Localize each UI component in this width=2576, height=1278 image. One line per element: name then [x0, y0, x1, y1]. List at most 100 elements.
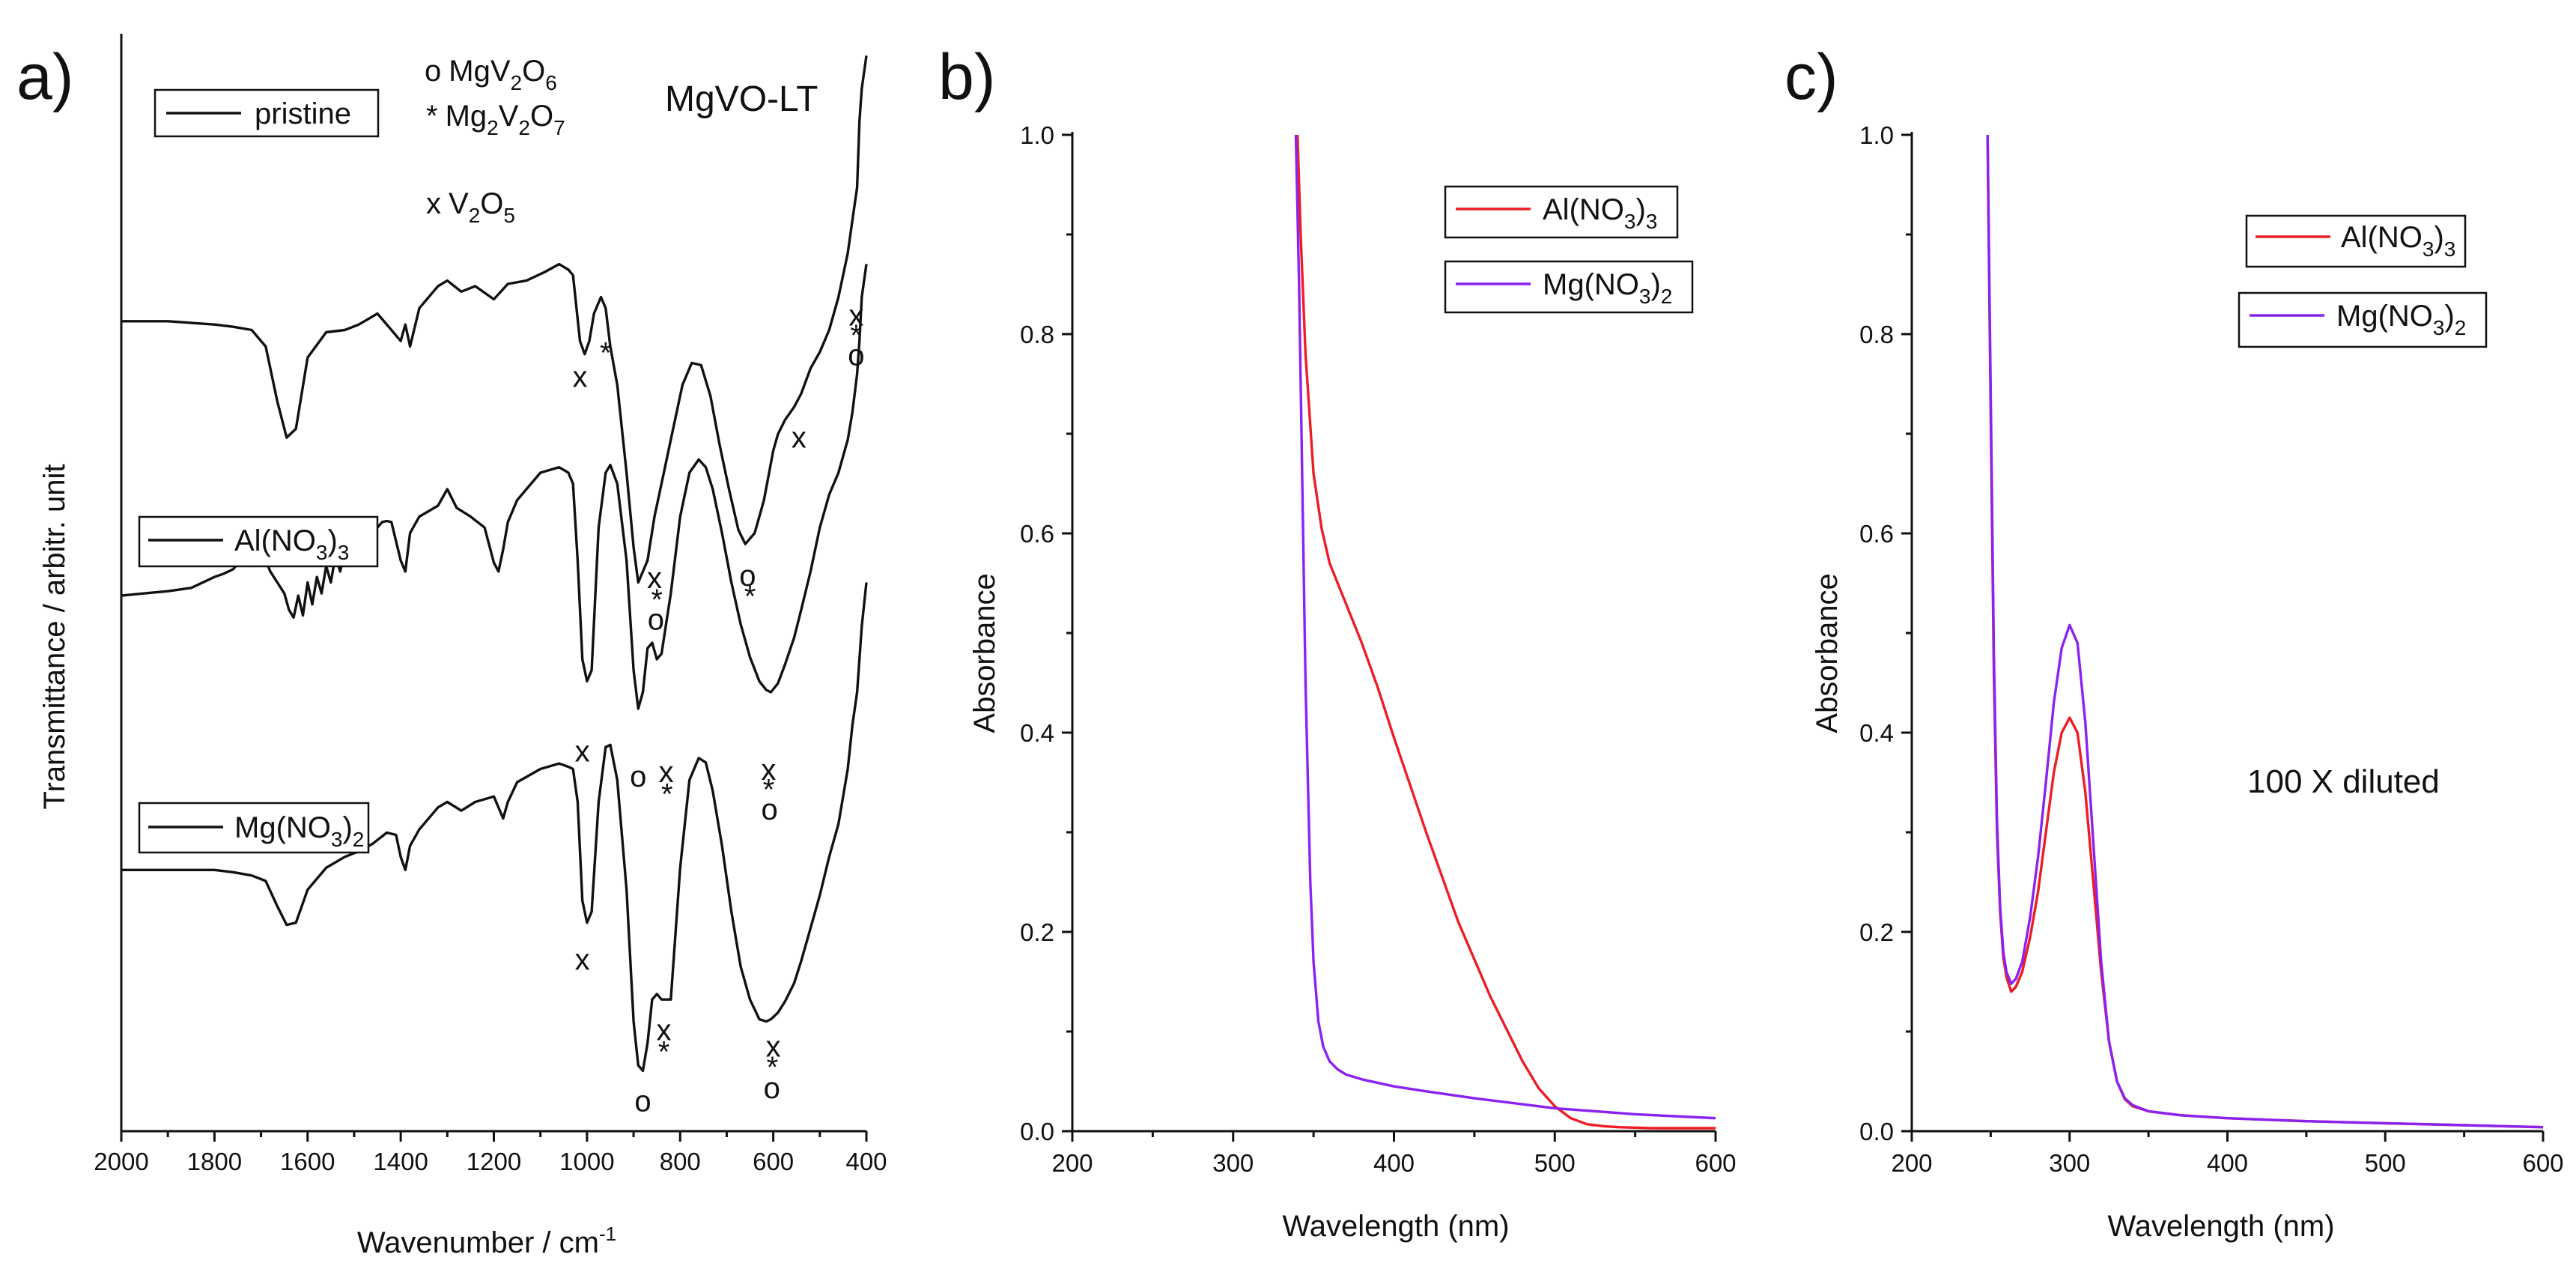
panel-c-letter: c)	[1784, 41, 1838, 113]
panel-a-x-tick-label: 1800	[187, 1148, 242, 1175]
panel-c-y-tick-label: 0.4	[1859, 719, 1894, 747]
panel-b-x-tick-label: 600	[1695, 1149, 1736, 1177]
panel-b-y-tick-label: 0.6	[1020, 520, 1054, 548]
panel-a-x-tick-label: 2000	[94, 1148, 148, 1175]
panel-a-letter: a)	[16, 41, 73, 113]
panel-a-x-ticks: 2000 1800 1600 1400 1200 1000 800 600 400	[94, 1131, 887, 1175]
legend-al-nitrate-a-box	[138, 515, 379, 568]
phase-legend-x-symbol: x	[426, 187, 441, 220]
panel-b-y-label: Absorbance	[968, 573, 1001, 733]
panel-b-line-al-nitrate	[1296, 134, 1716, 1130]
panel-c-x-tick-label: 500	[2365, 1149, 2406, 1177]
panel-b-y-tick-label: 0.2	[1020, 918, 1054, 946]
panel-a-peak-marker: o	[648, 603, 664, 636]
panel-a-x-label-main: Wavenumber / cm	[357, 1226, 599, 1259]
panel-a-peak-marker: x	[656, 1014, 671, 1047]
legend-mg-nitrate-a: Mg(NO3)2	[138, 802, 370, 854]
panel-b-ticks: 200 300 400 500 600 0.0 0.2 0.4 0.6 0.8 1.0	[1020, 121, 1736, 1177]
panel-c-y-tick-label: 0.2	[1859, 918, 1894, 946]
panel-a-x-tick-label: 600	[753, 1148, 794, 1175]
panel-a-line-al-nitrate	[121, 264, 868, 710]
panel-a-x-tick-label: 1000	[559, 1148, 614, 1175]
panel-a-peak-marker: x	[647, 562, 662, 595]
panel-c-line-mg-nitrate	[1986, 134, 2544, 1129]
panel-b-uvvis-chart: b) 200 300 400 500 600 0.0 0.2 0.4 0.6 0.8 1.0 Abs…	[938, 41, 1737, 1243]
panel-b-y-tick-label: 0.4	[1020, 719, 1054, 747]
panel-c-y-tick-label: 0.0	[1859, 1118, 1894, 1145]
panel-a-x-tick-label: 1400	[373, 1148, 428, 1175]
legend-pristine-label: pristine	[255, 97, 351, 130]
panel-a-peak-marker: o	[739, 560, 756, 593]
phase-legend-o-symbol: o	[425, 55, 441, 88]
panel-a-x-tick-label: 800	[660, 1148, 701, 1175]
panel-a-x-label-sup: -1	[599, 1223, 616, 1245]
panel-a-peak-marker: x	[575, 735, 590, 768]
panel-a-peak-marker: o	[630, 760, 646, 793]
legend-pristine: pristine	[154, 88, 380, 138]
panel-b-y-tick-label: 0.0	[1020, 1118, 1054, 1145]
legend-mg-nitrate-b-box	[1444, 260, 1694, 314]
panel-b-y-tick-label: 0.8	[1020, 321, 1054, 348]
panel-b-series	[1294, 134, 1716, 1130]
legend-al-nitrate-c: Al(NO3)3	[2245, 214, 2467, 268]
panel-c-y-label: Absorbance	[1811, 573, 1844, 733]
legend-al-nitrate-b: Al(NO3)3	[1444, 185, 1679, 239]
panel-a-x-tick-label: 1200	[467, 1148, 521, 1175]
panel-a-peak-marker: x	[766, 1030, 781, 1063]
panel-c-dilution-note: 100 X diluted	[2247, 763, 2440, 800]
panel-b-line-mg-nitrate	[1294, 134, 1716, 1120]
panel-a-peak-marker: *	[767, 1051, 779, 1084]
panel-a-peak-marker: *	[763, 774, 775, 807]
panel-a-peak-marker: o	[634, 1085, 651, 1118]
panel-a-peak-marker: x	[848, 300, 863, 333]
panel-b-letter: b)	[938, 41, 995, 113]
panel-c-y-tick-label: 1.0	[1859, 121, 1894, 149]
panel-a-peak-marker: *	[744, 581, 756, 614]
panel-a-peak-marker: x	[573, 361, 588, 394]
panel-a-peak-marker: *	[600, 337, 612, 370]
panel-c-y-tick-label: 0.8	[1859, 321, 1894, 348]
panel-c-x-tick-label: 600	[2522, 1149, 2563, 1177]
panel-c-y-tick-label: 0.6	[1859, 520, 1894, 548]
panel-a-peak-markers: x*x*oo*xx*oxo x*x*oxx*ox*o	[573, 300, 865, 1118]
panel-b-x-tick-label: 300	[1212, 1149, 1254, 1177]
panel-a-peak-marker: x	[792, 421, 806, 454]
panel-c-x-tick-label: 200	[1891, 1149, 1932, 1177]
panel-a-y-label: Transmittance / arbitr. unit	[38, 464, 71, 810]
panel-c-x-label: Wavelength (nm)	[2107, 1210, 2334, 1243]
panel-b-x-tick-label: 500	[1534, 1149, 1576, 1177]
panel-a-peak-marker: x	[575, 944, 590, 977]
legend-al-nitrate-c-box	[2245, 214, 2467, 268]
panel-a-x-label: Wavenumber / cm-1	[357, 1223, 616, 1259]
panel-a-ftir-chart: a) 2000 1800 1600 1400 1200 1000 800 600 400 x*x…	[16, 34, 887, 1259]
panel-a-peak-marker: x	[761, 754, 776, 787]
panel-c-ticks: 200 300 400 500 600 0.0 0.2 0.4 0.6 0.8 1.0	[1859, 121, 2563, 1177]
panel-a-peak-marker: o	[764, 1072, 780, 1105]
legend-mg-nitrate-c: Mg(NO3)2	[2238, 291, 2488, 348]
panel-a-peak-marker: *	[661, 778, 673, 811]
panel-a-x-tick-label: 1600	[280, 1148, 335, 1175]
panel-a-peak-marker: o	[762, 793, 778, 826]
legend-mg-nitrate-c-box	[2238, 291, 2488, 348]
legend-al-nitrate-a: Al(NO3)3	[138, 515, 379, 568]
panel-a-line-pristine	[121, 55, 868, 584]
panel-a-peak-marker: *	[658, 1036, 670, 1069]
legend-mg-nitrate-b: Mg(NO3)2	[1444, 260, 1694, 314]
phase-legend-star-symbol: *	[426, 100, 438, 133]
legend-al-nitrate-b-box	[1444, 185, 1679, 239]
panel-b-x-label: Wavelength (nm)	[1282, 1210, 1509, 1243]
panel-a-x-tick-label: 400	[845, 1148, 887, 1175]
panel-b-x-tick-label: 200	[1051, 1149, 1093, 1177]
panel-c-x-tick-label: 300	[2049, 1149, 2090, 1177]
panel-a-peak-marker: o	[848, 339, 864, 372]
panel-c-uvvis-chart: c) 200 300 400 500 600 0.0 0.2 0.4 0.6 0.8 1.0 Abs…	[1784, 41, 2564, 1243]
panel-a-title: MgVO-LT	[665, 79, 818, 119]
panel-a-peak-marker: *	[851, 319, 863, 352]
panel-a-peak-marker: x	[659, 756, 674, 789]
panel-a-peak-marker: *	[651, 584, 663, 617]
panel-b-x-tick-label: 400	[1373, 1149, 1415, 1177]
panel-c-series	[1986, 134, 2544, 1129]
panel-b-y-tick-label: 1.0	[1020, 121, 1054, 149]
